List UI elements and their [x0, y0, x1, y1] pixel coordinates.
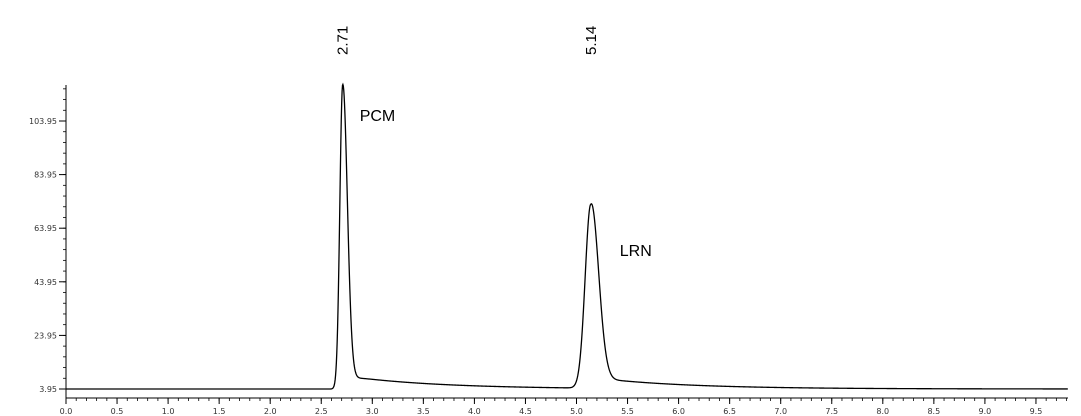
x-tick-label: 9.5	[1030, 407, 1043, 416]
retention-time-label-lrn: 5.14	[583, 26, 600, 55]
x-tick-label: 9.0	[979, 407, 992, 416]
x-tick-label: 3.5	[417, 407, 430, 416]
x-tick-label: 1.0	[162, 407, 175, 416]
x-tick-label: 1.5	[213, 407, 226, 416]
peak-name-label-pcm: PCM	[360, 108, 396, 125]
x-tick-label: 7.5	[825, 407, 838, 416]
x-tick-label: 0.5	[111, 407, 124, 416]
x-axis: 0.0 0.5 1.0 1.5 2.0 2.5 3.0 3.5 4.0 4.5 5.0 5.5 6.0 6…	[60, 397, 1068, 416]
y-tick-label: 23.95	[34, 331, 57, 340]
y-axis: 3.95 23.95 43.95 63.95 83.95 103.95	[29, 85, 67, 398]
x-tick-label: 5.0	[570, 407, 583, 416]
y-tick-label: 43.95	[34, 278, 57, 287]
x-tick-label: 6.5	[723, 407, 736, 416]
x-tick-label: 8.0	[876, 407, 889, 416]
x-tick-label: 0.0	[60, 407, 73, 416]
x-tick-label: 3.0	[366, 407, 379, 416]
retention-time-label-pcm: 2.71	[335, 26, 352, 55]
y-tick-label: 103.95	[29, 117, 57, 126]
y-tick-label: 63.95	[34, 224, 57, 233]
x-tick-label: 4.0	[468, 407, 481, 416]
peak-name-label-lrn: LRN	[620, 243, 652, 260]
x-tick-label: 8.5	[927, 407, 940, 416]
y-tick-label: 3.95	[39, 385, 57, 394]
y-tick-label: 83.95	[34, 171, 57, 180]
chromatogram-trace	[66, 82, 1068, 390]
x-tick-label: 2.5	[315, 407, 328, 416]
x-tick-label: 2.0	[264, 407, 277, 416]
x-tick-label: 4.5	[519, 407, 532, 416]
x-tick-label: 7.0	[774, 407, 787, 416]
x-tick-label: 5.5	[621, 407, 634, 416]
x-tick-label: 6.0	[672, 407, 685, 416]
